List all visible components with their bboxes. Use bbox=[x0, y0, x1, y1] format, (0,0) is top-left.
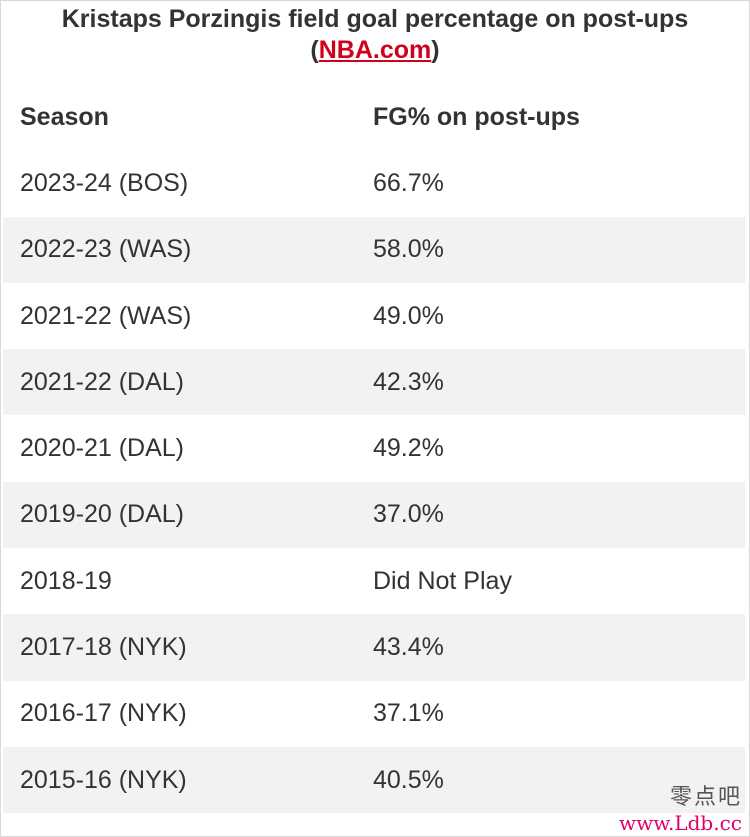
page-title: Kristaps Porzingis field goal percentage… bbox=[0, 4, 750, 66]
fg-pct-cell: 37.1% bbox=[373, 699, 444, 728]
season-cell: 2023-24 (BOS) bbox=[20, 168, 189, 197]
season-cell: 2018-19 bbox=[20, 566, 112, 595]
season-cell: 2017-18 (NYK) bbox=[3, 614, 356, 681]
fg-pct-cell: 58.0% bbox=[356, 216, 745, 283]
table-header-row: Season FG% on post-ups bbox=[3, 84, 745, 150]
table-row: 2022-23 (WAS) 58.0% bbox=[3, 216, 745, 283]
fg-pct-cell: 43.4% bbox=[356, 614, 745, 681]
season-cell: 2016-17 (NYK) bbox=[20, 699, 187, 728]
table-row: 2023-24 (BOS) 66.7% bbox=[3, 150, 745, 216]
table-row: 2021-22 (WAS) 49.0% bbox=[3, 283, 745, 349]
season-cell: 2020-21 (DAL) bbox=[20, 434, 184, 463]
fg-pct-cell: 40.5% bbox=[356, 746, 745, 814]
source-link[interactable]: NBA.com bbox=[318, 36, 432, 64]
table-row: 2017-18 (NYK) 43.4% bbox=[3, 614, 745, 681]
season-cell: 2021-22 (WAS) bbox=[20, 301, 192, 330]
watermark: 零点吧 www.Ldb.cc bbox=[619, 779, 742, 835]
season-cell: 2021-22 (DAL) bbox=[3, 349, 356, 416]
fg-pct-cell: 42.3% bbox=[356, 349, 745, 416]
watermark-url: www.Ldb.cc bbox=[619, 811, 742, 835]
table-row: 2015-16 (NYK) 40.5% bbox=[3, 746, 745, 814]
stats-table: Season FG% on post-ups 2023-24 (BOS) 66.… bbox=[3, 84, 745, 814]
header-season: Season bbox=[20, 102, 109, 131]
table-row: 2019-20 (DAL) 37.0% bbox=[3, 481, 745, 549]
table-row: 2021-22 (DAL) 42.3% bbox=[3, 349, 745, 416]
source-open-paren: ( bbox=[310, 36, 319, 64]
season-cell: 2022-23 (WAS) bbox=[3, 216, 356, 283]
fg-pct-cell: 49.0% bbox=[373, 301, 444, 330]
fg-pct-cell: Did Not Play bbox=[373, 566, 512, 595]
source-close-paren: ) bbox=[431, 36, 440, 64]
watermark-text: 零点吧 bbox=[669, 785, 742, 810]
title-source: (NBA.com) bbox=[0, 35, 750, 66]
fg-pct-cell: 49.2% bbox=[373, 434, 444, 463]
fg-pct-cell: 37.0% bbox=[356, 481, 745, 549]
header-fg-pct: FG% on post-ups bbox=[373, 102, 580, 131]
fg-pct-cell: 66.7% bbox=[373, 168, 444, 197]
table-row: 2016-17 (NYK) 37.1% bbox=[3, 681, 745, 747]
title-main: Kristaps Porzingis field goal percentage… bbox=[61, 5, 689, 33]
season-cell: 2019-20 (DAL) bbox=[3, 481, 356, 549]
season-cell: 2015-16 (NYK) bbox=[3, 746, 356, 814]
table-row: 2020-21 (DAL) 49.2% bbox=[3, 415, 745, 481]
table-row: 2018-19 Did Not Play bbox=[3, 548, 745, 614]
